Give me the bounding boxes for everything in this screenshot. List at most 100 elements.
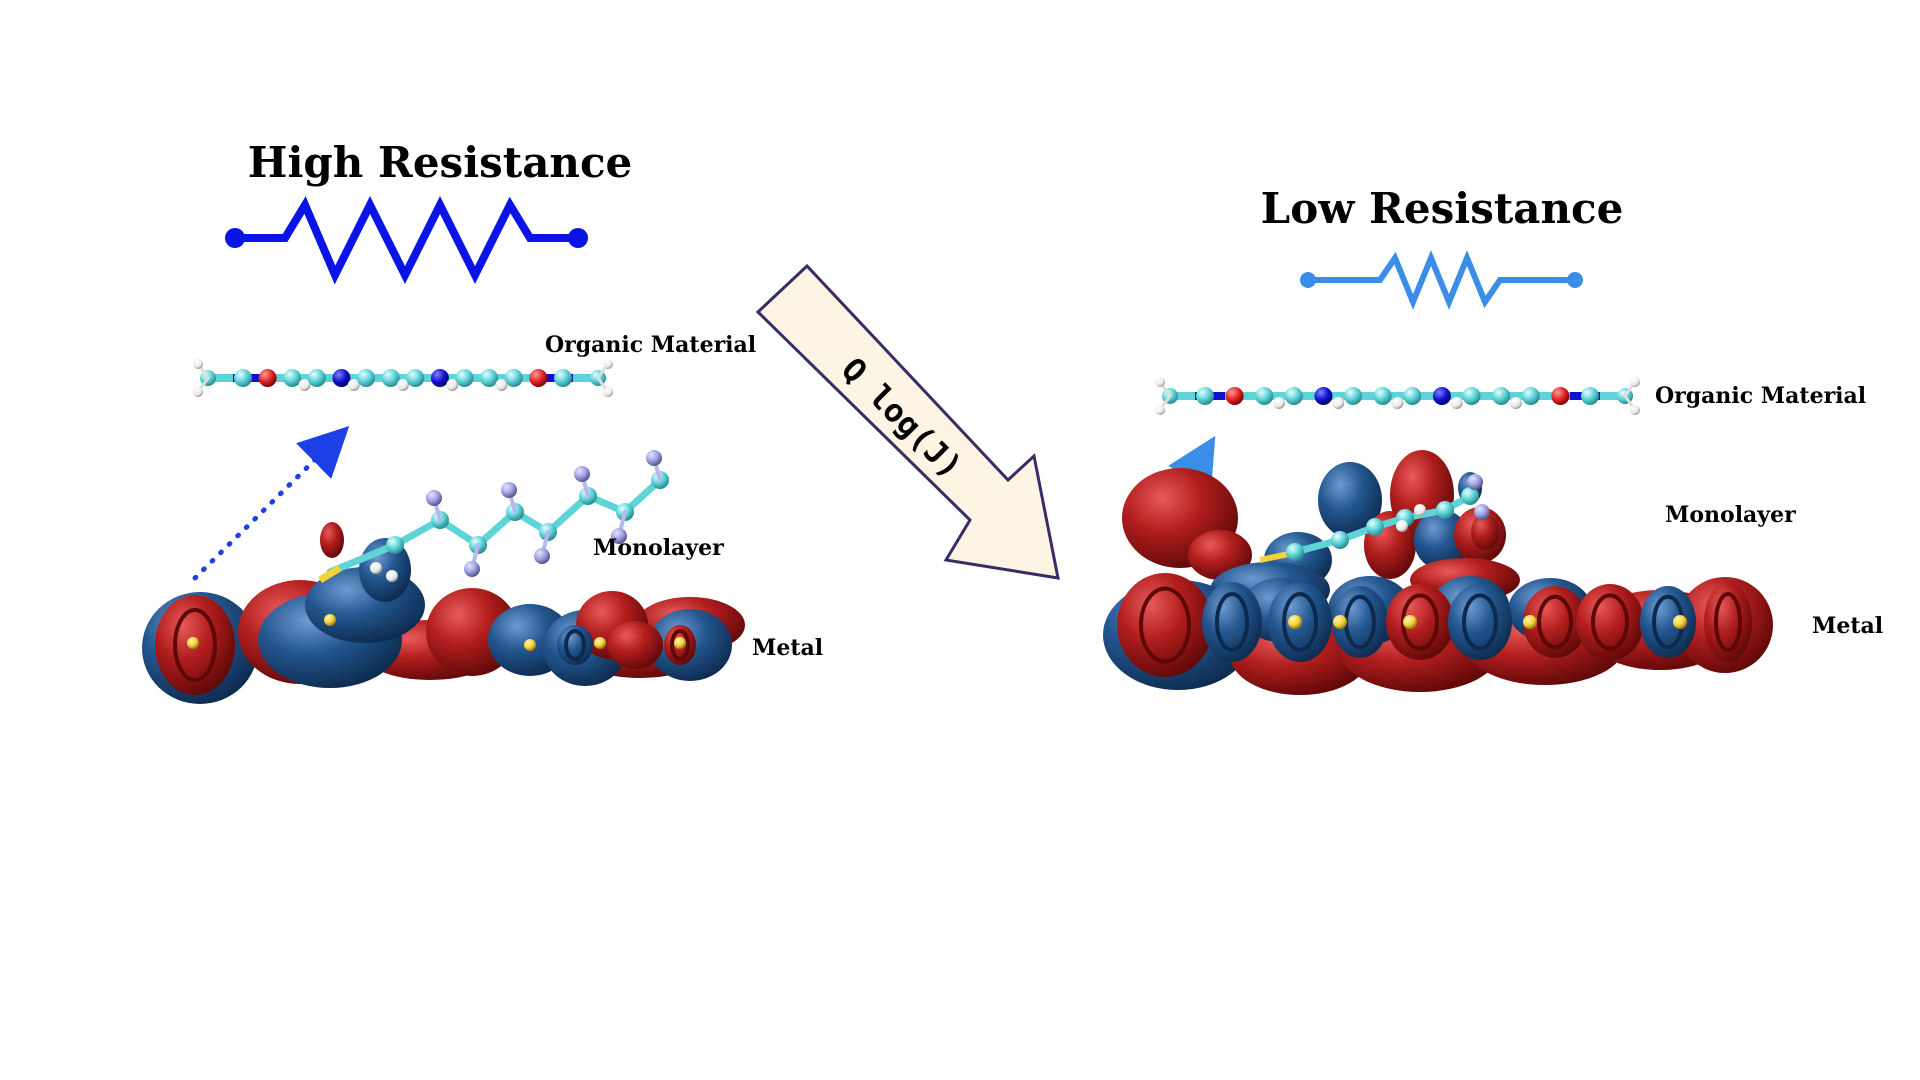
carbon-atom: [1462, 387, 1481, 405]
carbon-atom: [1366, 518, 1384, 536]
fluorine-atom: [501, 482, 517, 498]
orbital-node-ring: [564, 629, 586, 661]
hydrogen-atom: [603, 387, 613, 397]
bond: [318, 564, 342, 584]
positive-orbital-lobe: [1117, 573, 1213, 677]
positive-orbital-lobe: [1576, 584, 1644, 660]
left-organic-material-molecule: [193, 359, 613, 397]
hydrogen-atom: [1630, 377, 1640, 387]
sulfur-atom: [324, 614, 336, 626]
carbon-atom: [1436, 501, 1454, 519]
nitrogen-atom: [430, 369, 449, 387]
hydrogen-atom: [1391, 397, 1404, 409]
positive-orbital-lobe: [1471, 514, 1499, 550]
negative-orbital-lobe: [1318, 462, 1382, 538]
carbon-atom: [1403, 387, 1422, 405]
carbon-atom: [381, 369, 400, 387]
nitrogen-atom: [1432, 387, 1451, 405]
carbon-atom: [1344, 387, 1363, 405]
right-metal-surface-orbitals: [1103, 573, 1773, 695]
hydrogen-atom: [397, 379, 409, 391]
orbital-node-ring: [1537, 594, 1573, 650]
left-monolayer-label: Monolayer: [593, 535, 724, 561]
sulfur-atom: [674, 637, 686, 649]
fluorine-atom: [611, 528, 627, 544]
fluorine-atom: [1474, 504, 1490, 520]
sulfur-atom: [524, 639, 536, 651]
hydrogen-atom: [1273, 397, 1286, 409]
fluorine-atom: [464, 561, 480, 577]
positive-orbital-lobe: [607, 621, 663, 669]
orbital-node-ring: [173, 608, 217, 682]
left-monolayer-molecule: [318, 450, 669, 584]
hydrogen-atom: [386, 570, 398, 582]
oxygen-atom: [1551, 387, 1570, 405]
positive-orbital-lobe: [1704, 582, 1752, 662]
hydrogen-atom: [347, 379, 360, 391]
hydrogen-atom: [1450, 397, 1463, 409]
negative-orbital-lobe: [1448, 584, 1512, 660]
negative-orbital-lobe: [557, 625, 593, 665]
left-charge-transfer-arrow: [192, 425, 350, 581]
orbital-node-ring: [1282, 592, 1318, 652]
carbon-atom: [1461, 487, 1479, 505]
right-monolayer-label: Monolayer: [1665, 502, 1796, 528]
carbon-atom: [307, 369, 326, 387]
carbon-atom: [1521, 387, 1540, 405]
positive-orbital-lobe: [320, 522, 344, 558]
sulfur-atom: [1523, 615, 1537, 629]
carbon-atom: [1373, 387, 1392, 405]
fluorine-atom: [574, 466, 590, 482]
right-organic-material-molecule: [1155, 377, 1640, 415]
hydrogen-atom: [1155, 405, 1165, 415]
orbital-node-ring: [1591, 593, 1629, 651]
carbon-atom: [1492, 387, 1511, 405]
hydrogen-atom: [193, 387, 203, 397]
orbital-node-ring: [670, 629, 690, 661]
carbon-atom: [1255, 387, 1274, 405]
carbon-atom: [357, 369, 376, 387]
hydrogen-atom: [495, 379, 508, 391]
carbon-atom: [283, 369, 302, 387]
positive-orbital-lobe: [1523, 586, 1587, 658]
carbon-atom: [504, 369, 523, 387]
carbon-atom: [386, 536, 404, 554]
carbon-atom: [1284, 387, 1303, 405]
right-metal-label: Metal: [1812, 613, 1884, 639]
oxygen-atom: [529, 369, 548, 387]
transition-arrow: [755, 263, 1060, 580]
orbital-node-ring: [1462, 593, 1498, 651]
hydrogen-atom: [446, 379, 459, 391]
sulfur-atom: [1333, 615, 1347, 629]
hydrogen-atom: [1509, 397, 1522, 409]
carbon-atom: [1196, 387, 1214, 405]
fluorine-atom: [646, 450, 662, 466]
high-resistance-title: High Resistance: [247, 138, 633, 187]
sulfur-atom: [187, 637, 199, 649]
hydrogen-atom: [1155, 377, 1165, 387]
hydrogen-atom: [298, 379, 311, 391]
low-resistance-title: Low Resistance: [1260, 184, 1624, 233]
sulfur-atom: [594, 637, 606, 649]
negative-orbital-lobe: [1202, 582, 1262, 662]
carbon-atom: [1581, 387, 1599, 405]
carbon-atom: [406, 369, 425, 387]
left-organic-material-label: Organic Material: [545, 332, 757, 358]
hydrogen-atom: [193, 359, 203, 369]
left-metal-label: Metal: [752, 635, 824, 661]
orbital-node-ring: [1215, 592, 1249, 652]
orbital-node-ring: [1139, 586, 1191, 664]
positive-orbital-lobe: [1386, 584, 1454, 660]
high-resistance-resistor-symbol: [225, 196, 588, 285]
nitrogen-atom: [1314, 387, 1333, 405]
hydrogen-atom: [370, 562, 382, 574]
carbon-atom: [455, 369, 474, 387]
hydrogen-atom: [1332, 397, 1345, 409]
carbon-atom: [1286, 543, 1304, 561]
oxygen-atom: [258, 369, 277, 387]
carbon-atom: [1331, 531, 1349, 549]
hydrogen-atom: [1414, 504, 1426, 516]
hydrogen-atom: [603, 359, 613, 369]
fluorine-atom: [534, 548, 550, 564]
